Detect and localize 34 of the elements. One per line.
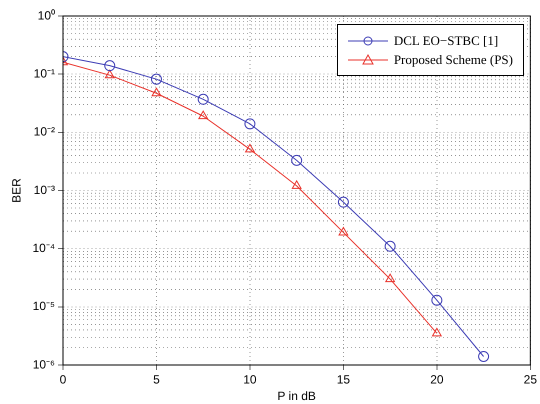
legend-label: DCL EO−STBC [1] <box>394 32 498 48</box>
x-tick-label: 10 <box>243 372 257 387</box>
point <box>104 60 116 72</box>
point <box>431 294 442 306</box>
y-tick-label: 10⁻⁵ <box>32 299 56 314</box>
point <box>432 328 442 336</box>
point <box>338 196 349 208</box>
point <box>198 94 209 105</box>
point <box>245 144 255 152</box>
x-axis-title: P in dB <box>277 389 316 404</box>
point <box>478 351 490 362</box>
x-tick-label: 15 <box>336 372 350 387</box>
x-tick-label: 20 <box>430 372 444 387</box>
y-axis-title: BER <box>10 178 24 203</box>
point <box>198 110 208 120</box>
y-tick-label: 10⁻² <box>34 124 56 139</box>
point <box>338 226 348 236</box>
point <box>292 180 302 189</box>
y-tick-label: 10⁻¹ <box>34 66 56 80</box>
y-tick-label: 10⁻⁴ <box>32 240 55 255</box>
point <box>244 118 256 130</box>
point <box>104 70 115 78</box>
point <box>150 74 162 85</box>
point <box>384 240 396 252</box>
point <box>291 154 302 166</box>
x-tick-label: 0 <box>60 372 67 387</box>
y-tick-label: 10⁰ <box>38 8 55 22</box>
y-tick-label: 10⁻⁶ <box>32 357 56 372</box>
y-tick-label: 10⁻³ <box>34 182 56 197</box>
legend-label: Proposed Scheme (PS) <box>394 52 513 68</box>
x-tick-label: 5 <box>153 372 160 387</box>
point <box>152 88 162 96</box>
x-tick-label: 25 <box>524 372 538 387</box>
point <box>385 274 395 282</box>
